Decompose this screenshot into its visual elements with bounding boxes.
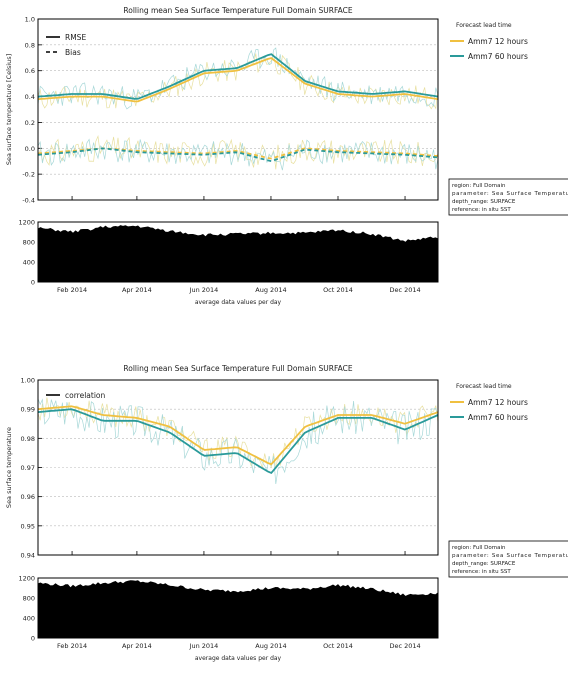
x-tick-label: Jun 2014 [189,642,219,650]
legend-title-3: Forecast lead time [456,383,512,390]
inner-legend-bias: Bias [65,48,81,57]
y-tick-label: 0.96 [21,493,35,501]
y-tick-label: 1200 [18,575,35,583]
y-tick-label: 0.2 [25,119,35,127]
info-line-1: region: Full Domain [452,183,506,189]
y-tick-label: 400 [23,259,35,267]
x-tick-label: Dec 2014 [389,286,420,294]
y-tick-label: 0 [31,635,35,643]
info-line-3: reference: in situ SST [452,569,511,575]
y-tick-label: 800 [23,239,35,247]
x-tick-label: Oct 2014 [323,642,353,650]
count-frame-1 [37,221,439,283]
plot-frame-1 [37,18,439,201]
info-line-1: reference: in situ SST [452,207,511,213]
x-tick-label: Jun 2014 [189,286,219,294]
chart3-ylabel: Sea surface temperature [5,427,13,508]
series-corr-12 [37,405,439,466]
series-rmse-12 [37,57,439,103]
x-tick-label: Feb 2014 [57,642,87,650]
x-tick-label: Dec 2014 [389,642,420,650]
y-tick-label: 0 [31,279,35,287]
y-tick-label: 800 [23,595,35,603]
info-line-3: region: Full Domain [452,545,506,551]
x-tick-label: Oct 2014 [323,286,353,294]
y-tick-label: 0.94 [21,552,35,560]
raw-series-1d [37,138,439,171]
legend-entry-3: Amm7 12 hours [468,398,528,407]
y-tick-label: 0.0 [25,145,35,153]
series-bias-60 [37,147,439,163]
series-bias-12 [37,147,439,160]
legend-entry-1: Amm7 60 hours [468,52,528,61]
info-line-3: depth_range: SURFACE [452,561,516,567]
y-tick-label: -0.2 [22,171,35,179]
count-area-2 [38,580,438,638]
info-line-3: parameter: Sea Surface Temperature [452,553,568,559]
inner-legend-rmse: RMSE [65,33,86,42]
info-line-1: depth_range: SURFACE [452,199,516,205]
raw-series-1a [37,53,439,110]
inner-legend-corr: correlation [65,391,105,400]
y-tick-label: 1.00 [21,377,35,385]
x-tick-label: Aug 2014 [255,642,286,650]
plot-frame-3 [37,379,439,556]
x-tick-label: Apr 2014 [122,286,152,294]
chart1-ylabel: Sea surface temperature [Celsius] [5,54,13,165]
y-tick-label: -0.4 [22,197,35,205]
x-tick-label: Apr 2014 [122,642,152,650]
raw-series-1c [37,134,439,170]
series-corr-60 [37,408,439,474]
y-tick-label: 0.4 [25,93,35,101]
series-rmse-60 [37,53,439,100]
x-tick-label: Aug 2014 [255,286,286,294]
count-xlabel-2: average data values per day [195,655,282,662]
count-area-1 [38,225,438,282]
y-tick-label: 0.97 [21,464,35,472]
y-tick-label: 1.0 [25,16,35,24]
y-tick-label: 0.95 [21,522,35,530]
count-xlabel-1: average data values per day [195,299,282,306]
chart1-title: Rolling mean Sea Surface Temperature Ful… [123,6,352,15]
info-box-3 [448,540,568,578]
y-tick-label: 0.8 [25,41,35,49]
legend-title-1: Forecast lead time [456,22,512,29]
x-tick-label: Feb 2014 [57,286,87,294]
count-frame-2 [37,577,439,639]
y-tick-label: 0.98 [21,435,35,443]
y-tick-label: 0.6 [25,67,35,75]
info-line-1: parameter: Sea Surface Temperature [452,191,568,197]
info-box-1 [448,178,568,216]
plot-bg-1 [38,19,438,200]
legend-entry-3: Amm7 60 hours [468,413,528,422]
y-tick-label: 400 [23,615,35,623]
y-tick-label: 0.99 [21,406,35,414]
chart3-title: Rolling mean Sea Surface Temperature Ful… [123,364,352,373]
legend-entry-1: Amm7 12 hours [468,37,528,46]
y-tick-label: 1200 [18,219,35,227]
raw-series-3a [37,397,439,469]
